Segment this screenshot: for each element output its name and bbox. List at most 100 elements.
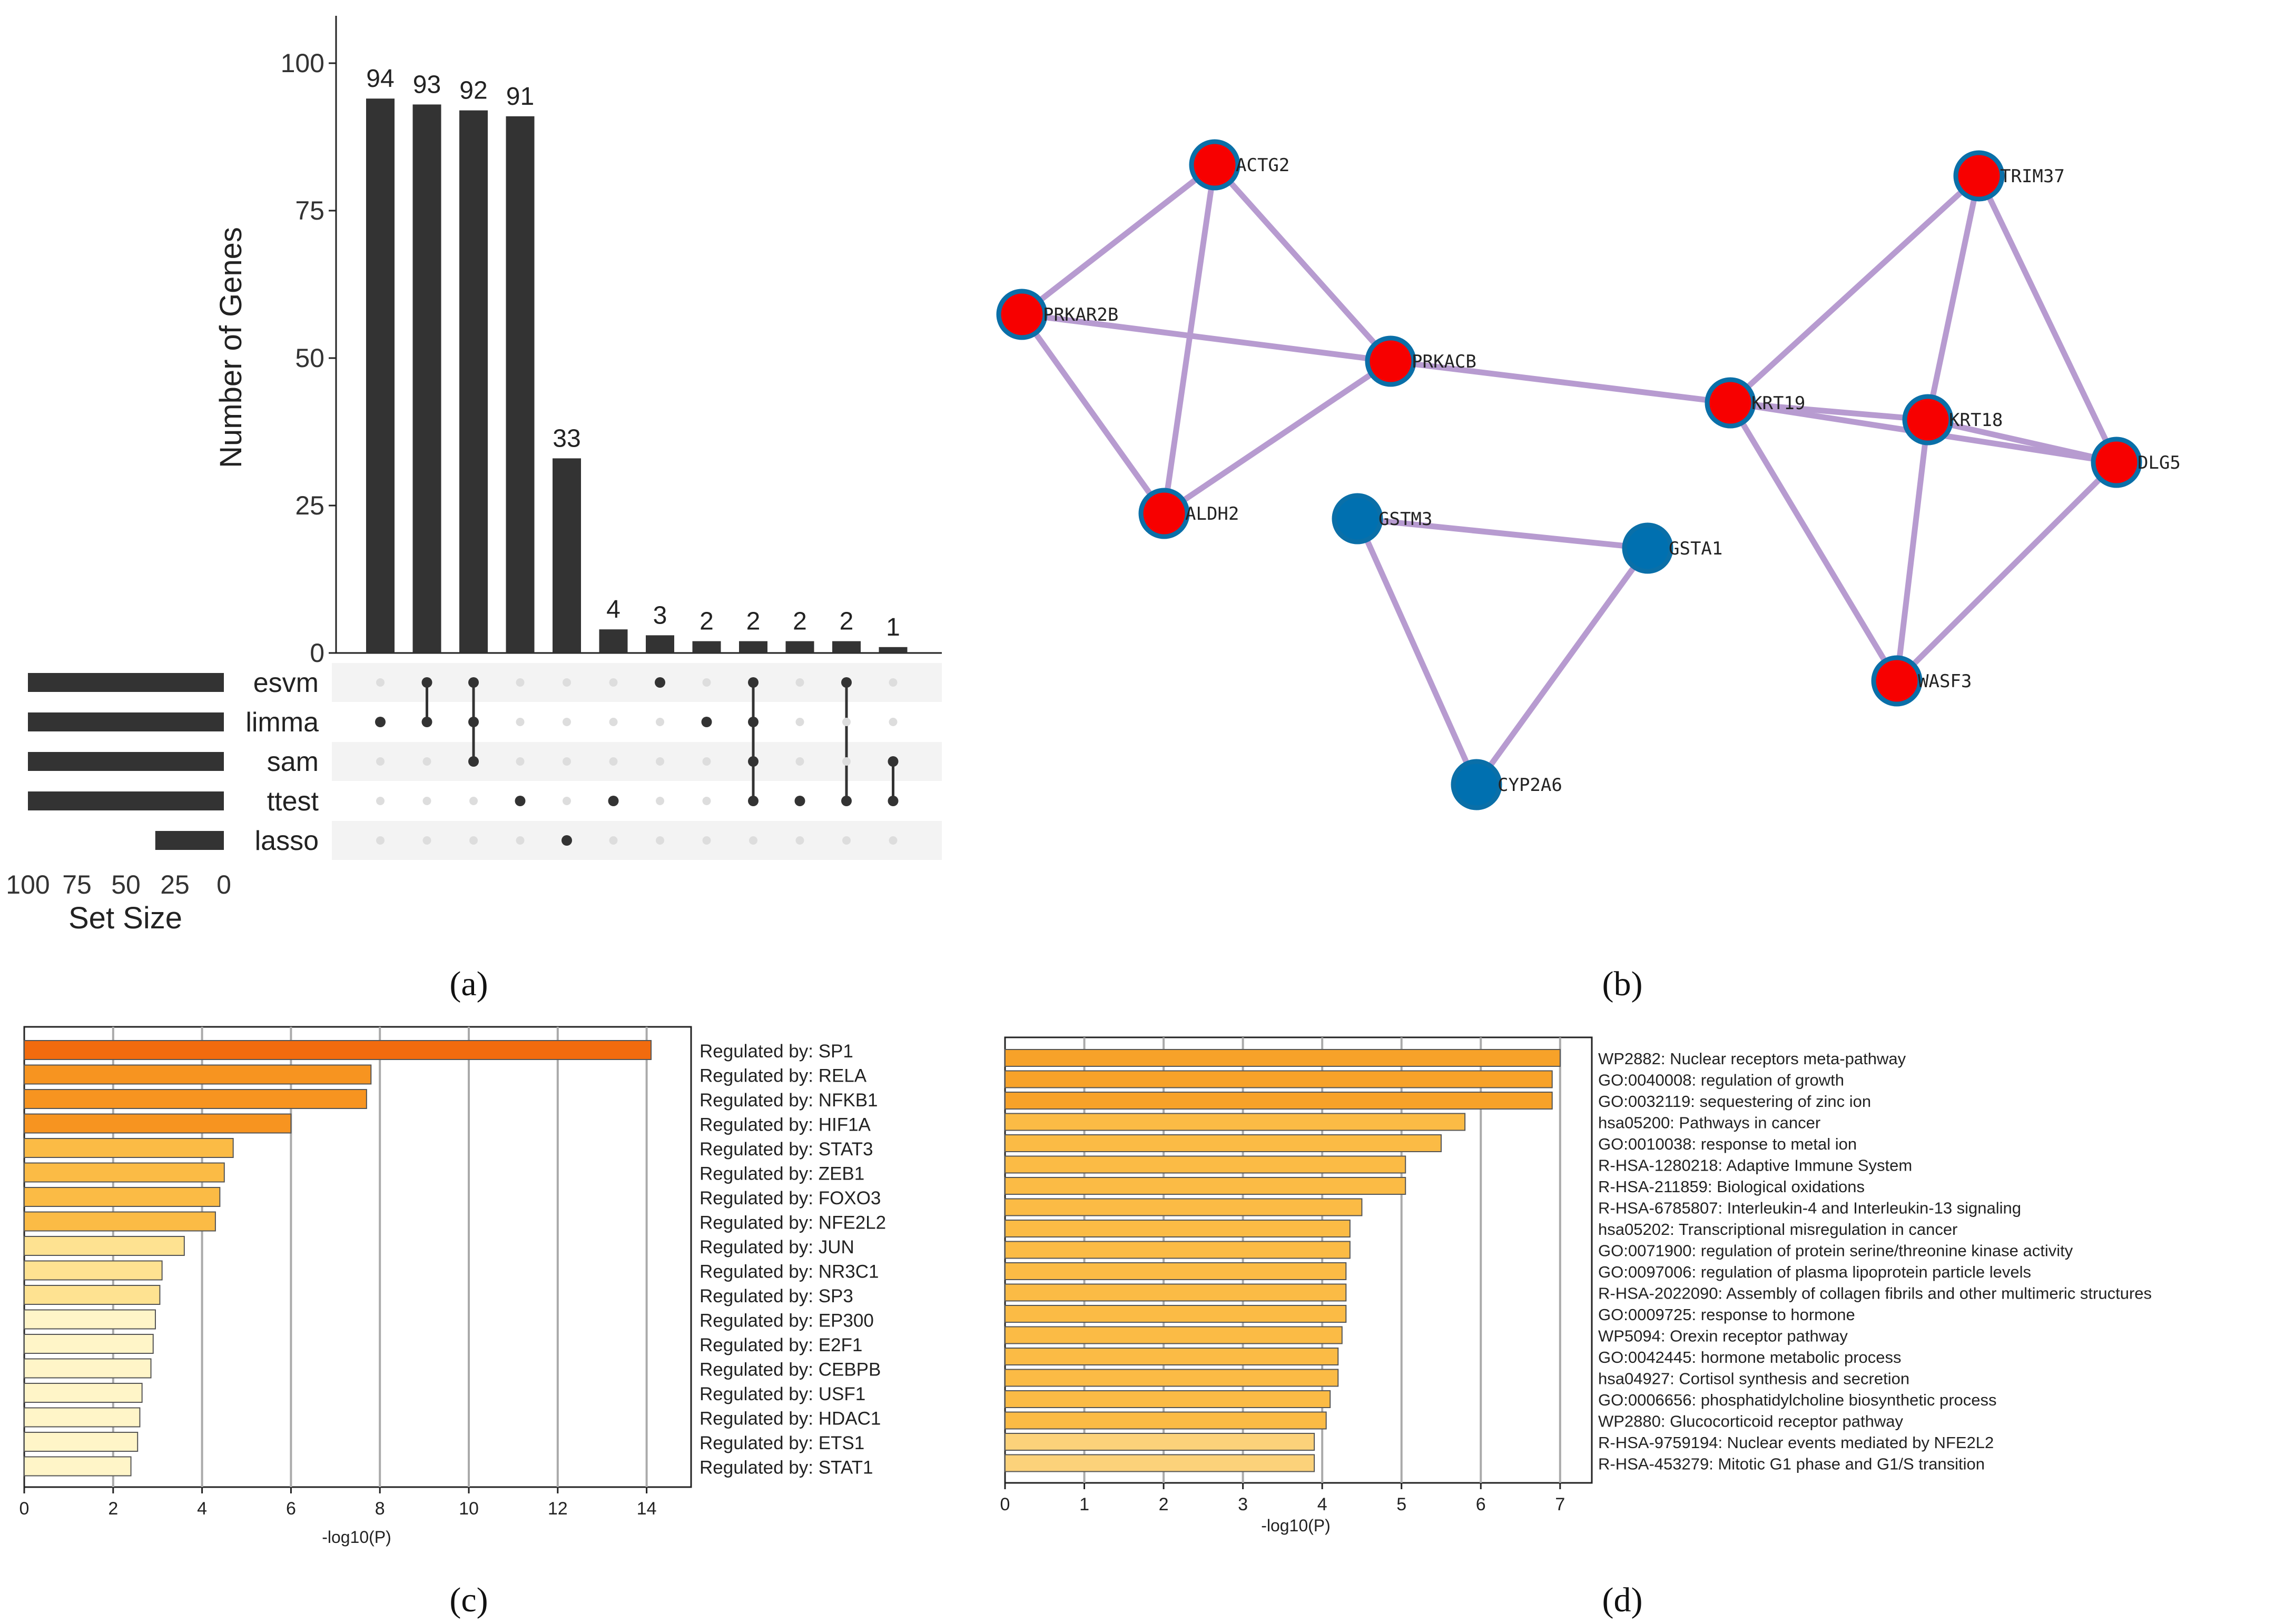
enrichment-bar: [1004, 1070, 1553, 1088]
category-label: R-HSA-9759194: Nuclear events mediated b…: [1598, 1433, 1994, 1452]
d-bars: [1004, 1049, 1561, 1472]
enrichment-bar: [1004, 1262, 1347, 1280]
empty-dot: [795, 678, 804, 687]
intersection-value-label: 3: [653, 601, 667, 629]
network-node: [1902, 394, 1954, 445]
intersection-bar: [553, 458, 581, 653]
category-label: WP5094: Orexin receptor pathway: [1598, 1327, 1848, 1345]
category-label: Regulated by: NFE2L2: [700, 1213, 886, 1233]
membership-dot: [468, 677, 479, 688]
category-label: hsa05200: Pathways in cancer: [1598, 1114, 1820, 1132]
set-size-bar: [28, 791, 224, 810]
network-edge: [1019, 311, 1394, 364]
enrichment-bar: [1004, 1305, 1347, 1323]
x-tick-label: 6: [286, 1499, 296, 1519]
network-edge: [1925, 173, 1982, 423]
enrichment-bar: [1004, 1092, 1553, 1110]
set-size-bar: [155, 831, 224, 850]
network-node: [1953, 150, 2005, 202]
empty-dot: [422, 836, 431, 845]
category-label: R-HSA-211859: Biological oxidations: [1598, 1177, 1865, 1196]
category-label: Regulated by: FOXO3: [700, 1188, 881, 1209]
network-node-label: ALDH2: [1185, 503, 1239, 524]
membership-dot: [655, 677, 665, 688]
enrichment-bar: [1004, 1198, 1363, 1216]
set-size-bars: 100 75 50 25 0: [6, 673, 231, 899]
enrichment-bar: [24, 1407, 141, 1428]
membership-dot: [794, 796, 805, 806]
membership-dot: [701, 717, 712, 727]
category-label: Regulated by: RELA: [700, 1066, 867, 1086]
enrichment-bar: [24, 1456, 132, 1477]
set-name-label: esvm: [253, 668, 319, 698]
y-tick-label: 50: [295, 343, 324, 373]
x-tick-label: 0: [1000, 1494, 1010, 1514]
enrichment-bar: [24, 1236, 185, 1256]
d-xticks: 0 1 2 3 4 5 6 7: [1000, 1483, 1565, 1514]
network-edge: [1161, 162, 1218, 517]
empty-dot: [889, 836, 898, 845]
intersection-value-label: 4: [606, 596, 621, 623]
empty-dot: [889, 718, 898, 726]
membership-dot: [841, 796, 852, 806]
category-label: Regulated by: ETS1: [700, 1433, 864, 1453]
empty-dot: [609, 718, 618, 726]
empty-dot: [795, 836, 804, 845]
membership-dot: [748, 677, 759, 688]
empty-dot: [516, 757, 525, 766]
network-node-label: ACTG2: [1236, 155, 1289, 176]
empty-dot: [516, 836, 525, 845]
set-name-label: sam: [267, 747, 319, 777]
y-tick-label: 100: [281, 48, 324, 78]
intersection-value-label: 2: [793, 608, 807, 636]
category-label: Regulated by: NFKB1: [700, 1090, 878, 1111]
membership-dot: [888, 756, 899, 767]
enrichment-bar: [24, 1089, 367, 1109]
intersection-bar: [739, 641, 767, 653]
set-name-label: lasso: [255, 826, 319, 856]
membership-dot: [421, 677, 432, 688]
empty-dot: [656, 757, 664, 766]
network-node: [1189, 139, 1240, 191]
category-label: R-HSA-453279: Mitotic G1 phase and G1/S …: [1598, 1455, 1985, 1473]
empty-dot: [376, 797, 385, 805]
network-edge: [1727, 173, 1982, 406]
enrichment-bar: [24, 1334, 154, 1354]
c-bars: [24, 1040, 652, 1477]
enrichment-bar: [1004, 1155, 1406, 1174]
intersection-bars: 94 93 92 91 33 4 3 2 2 2 2 1: [366, 65, 908, 653]
c-xlabel: -log10(P): [322, 1528, 391, 1547]
category-label: Regulated by: CEBPB: [700, 1360, 881, 1380]
x-tick-label: 1: [1079, 1494, 1089, 1514]
enrichment-bar: [1004, 1241, 1351, 1259]
plot-frame: [23, 1026, 692, 1488]
category-label: Regulated by: ZEB1: [700, 1164, 864, 1184]
empty-dot: [702, 836, 711, 845]
intersection-value-label: 2: [700, 608, 714, 636]
network-edge: [1354, 516, 1651, 551]
membership-dot: [468, 756, 479, 767]
intersection-bar: [692, 641, 721, 653]
network-node-label: KRT19: [1751, 393, 1805, 414]
network-node-label: WASF3: [1918, 671, 1972, 692]
empty-dot: [563, 797, 571, 805]
upset-plot: 0 25 50 75 100 Number of Genes 94 93 92 91 33 4 3 2…: [6, 16, 942, 1003]
network-edge: [1387, 358, 1734, 406]
set-size-tick-label: 25: [160, 870, 190, 899]
empty-dot: [376, 678, 385, 687]
empty-dot: [516, 678, 525, 687]
enrichment-bar: [1004, 1134, 1442, 1152]
network-node-label: GSTA1: [1669, 538, 1722, 559]
empty-dot: [376, 836, 385, 845]
membership-dot: [375, 717, 386, 727]
x-tick-label: 3: [1238, 1494, 1248, 1514]
enrichment-bar: [24, 1064, 372, 1085]
enrichment-bar: [24, 1113, 292, 1134]
category-label: R-HSA-6785807: Interleukin-4 and Interle…: [1598, 1199, 2021, 1217]
set-size-tick-label: 100: [6, 870, 50, 899]
network-node: [1451, 759, 1502, 810]
empty-dot: [609, 836, 618, 845]
set-size-bar: [28, 752, 224, 771]
category-label: GO:0097006: regulation of plasma lipopro…: [1598, 1263, 2031, 1281]
matrix-row-shade: [332, 742, 942, 781]
